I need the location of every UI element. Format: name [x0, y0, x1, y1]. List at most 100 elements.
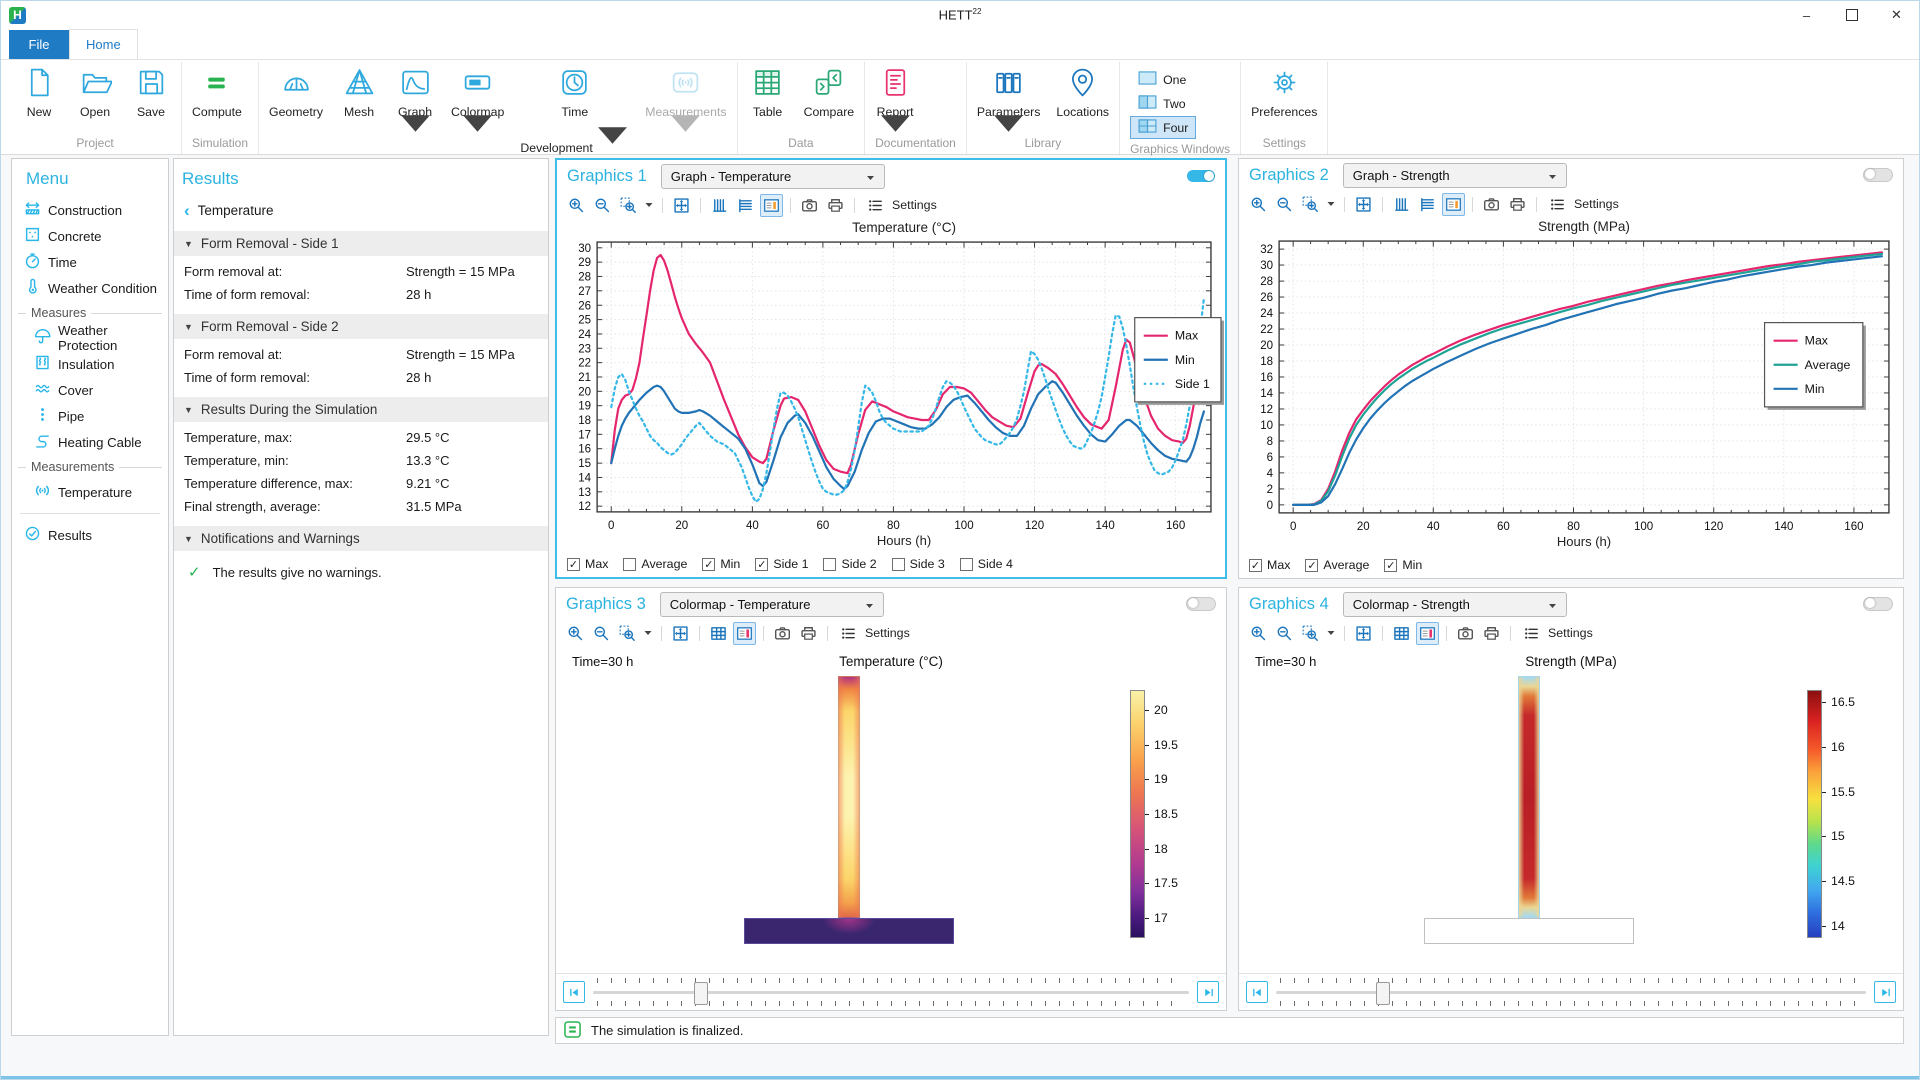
time-slider-track[interactable] [593, 977, 1189, 1007]
ribbon-button-graph[interactable]: Graph [395, 66, 435, 132]
graphics4-view-dropdown[interactable]: Colormap - Strength [1342, 591, 1567, 617]
camera-icon[interactable] [771, 622, 794, 645]
series-checkbox-min[interactable]: ✓ Min [702, 557, 740, 571]
temperature-colormap[interactable]: Time=30 h Temperature (°C) 20 19.5 19 18.5 1… [556, 646, 1226, 973]
caret-icon[interactable] [643, 194, 655, 217]
fit-icon[interactable] [1352, 193, 1375, 216]
ribbon-button-colormap[interactable]: Colormap [451, 66, 504, 132]
settings-button[interactable]: Settings [864, 194, 937, 217]
ribbon-button-new[interactable]: New [19, 66, 59, 119]
sidebar-item-pipe[interactable]: Pipe [18, 403, 162, 429]
sidebar-item-insulation[interactable]: Insulation [18, 351, 162, 377]
print-icon[interactable] [824, 194, 847, 217]
graphics4-toggle[interactable] [1863, 597, 1893, 611]
ribbon-button-open[interactable]: Open [75, 66, 115, 119]
settings-button[interactable]: Settings [1546, 193, 1619, 216]
zoom-region-icon[interactable] [1299, 622, 1322, 645]
series-checkbox-side-2[interactable]: Side 2 [823, 557, 877, 571]
sidebar-item-time[interactable]: Time [18, 249, 162, 275]
ribbon-button-preferences[interactable]: Preferences [1251, 66, 1317, 119]
zoom-out-icon[interactable] [591, 194, 614, 217]
g1-plot[interactable]: 0 20 40 60 80 100 120 140 160 12 13 14 15 16 17 18 19 20 2… [557, 218, 1225, 552]
zoom-out-icon[interactable] [590, 622, 613, 645]
series-checkbox-max[interactable]: ✓ Max [1249, 558, 1290, 572]
ribbon-button-report[interactable]: Report [875, 66, 915, 132]
g2-plot[interactable]: 0 20 40 60 80 100 120 140 1600246810121416182022… [1239, 217, 1903, 553]
ribbon-button-parameters[interactable]: Parameters [977, 66, 1040, 132]
series-checkbox-average[interactable]: Average [623, 557, 687, 571]
sidebar-item-temperature[interactable]: Temperature [18, 479, 162, 505]
sidebar-item-weather-protection[interactable]: Weather Protection [18, 323, 162, 353]
graphics3-view-dropdown[interactable]: Colormap - Temperature [659, 591, 884, 617]
sidebar-item-results[interactable]: Results [18, 522, 162, 548]
settings-button[interactable]: Settings [837, 622, 910, 645]
ribbon-button-time-development[interactable]: Time Development [520, 66, 629, 155]
tab-file[interactable]: File [9, 30, 69, 59]
time-slider-handle[interactable] [1376, 982, 1391, 1005]
sidebar-item-concrete[interactable]: Concrete [18, 223, 162, 249]
series-checkbox-side-3[interactable]: Side 3 [891, 557, 945, 571]
fit-icon[interactable] [670, 194, 693, 217]
temperature-chart[interactable]: 0 20 40 60 80 100 120 140 160 12 13 14 15 16 17 18 19 20 2… [557, 218, 1225, 551]
grid-x-icon[interactable] [1390, 193, 1413, 216]
step-back-button[interactable] [1246, 981, 1268, 1003]
minimize-button[interactable]: – [1802, 7, 1811, 23]
legend-icon[interactable] [760, 193, 783, 217]
ribbon-button-save[interactable]: Save [131, 66, 171, 119]
colorbar-sm-icon[interactable] [1416, 621, 1439, 645]
step-forward-button[interactable] [1874, 981, 1896, 1003]
tab-home[interactable]: Home [69, 29, 138, 59]
step-back-button[interactable] [563, 981, 585, 1003]
zoom-region-icon[interactable] [616, 622, 639, 645]
graphics2-view-dropdown[interactable]: Graph - Strength [1342, 162, 1567, 188]
graphics2-toggle[interactable] [1863, 168, 1893, 182]
ribbon-button-compute[interactable]: Compute [192, 66, 242, 119]
zoom-in-icon[interactable] [564, 622, 587, 645]
maximize-button[interactable] [1829, 1, 1874, 29]
camera-icon[interactable] [1480, 193, 1503, 216]
ribbon-button-geometry[interactable]: Geometry [269, 66, 323, 119]
zoom-region-icon[interactable] [617, 194, 640, 217]
zoom-out-icon[interactable] [1273, 193, 1296, 216]
table-sm-icon[interactable] [707, 622, 730, 645]
ribbon-button-mesh[interactable]: Mesh [339, 66, 379, 119]
results-section-header-notifications-and-warnings[interactable]: ▼ Notifications and Warnings [174, 526, 548, 551]
strength-colormap[interactable]: Time=30 h Strength (MPa) 16.5 16 15.5 15 14.… [1239, 646, 1903, 973]
series-checkbox-side-4[interactable]: Side 4 [959, 557, 1013, 571]
camera-icon[interactable] [798, 194, 821, 217]
time-slider-track[interactable] [1276, 977, 1866, 1007]
graphics-windows-four-button[interactable]: Four [1130, 116, 1197, 139]
print-icon[interactable] [797, 622, 820, 645]
grid-x-icon[interactable] [708, 194, 731, 217]
print-icon[interactable] [1506, 193, 1529, 216]
series-checkbox-average[interactable]: ✓ Average [1305, 558, 1369, 572]
sidebar-item-construction[interactable]: Construction [18, 197, 162, 223]
zoom-in-icon[interactable] [1247, 193, 1270, 216]
graphics1-view-dropdown[interactable]: Graph - Temperature [660, 163, 885, 189]
time-slider-handle[interactable] [694, 982, 709, 1005]
caret-icon[interactable] [1325, 193, 1337, 216]
ribbon-button-compare[interactable]: Compare [804, 66, 854, 119]
results-section-header-form-removal-side-1[interactable]: ▼ Form Removal - Side 1 [174, 231, 548, 256]
zoom-out-icon[interactable] [1273, 622, 1296, 645]
series-checkbox-side-1[interactable]: ✓ Side 1 [755, 557, 808, 571]
strength-chart[interactable]: 0 20 40 60 80 100 120 140 160 0 2 4 6 8 10 12 14 16 18 20 22… [1239, 217, 1903, 552]
graphics-windows-two-button[interactable]: Two [1130, 92, 1196, 115]
fit-icon[interactable] [669, 622, 692, 645]
zoom-region-icon[interactable] [1299, 193, 1322, 216]
fit-icon[interactable] [1352, 622, 1375, 645]
series-checkbox-max[interactable]: ✓ Max [567, 557, 608, 571]
results-section-header-form-removal-side-2[interactable]: ▼ Form Removal - Side 2 [174, 314, 548, 339]
sidebar-item-heating-cable[interactable]: Heating Cable [18, 429, 162, 455]
sidebar-item-cover[interactable]: Cover [18, 377, 162, 403]
zoom-in-icon[interactable] [1247, 622, 1270, 645]
close-button[interactable]: ✕ [1891, 7, 1902, 22]
graphics1-toggle[interactable] [1187, 170, 1215, 182]
settings-button[interactable]: Settings [1520, 622, 1593, 645]
caret-icon[interactable] [1325, 622, 1337, 645]
ribbon-button-locations[interactable]: Locations [1056, 66, 1109, 119]
graphics-windows-one-button[interactable]: One [1130, 68, 1196, 91]
camera-icon[interactable] [1454, 622, 1477, 645]
colorbar-sm-icon[interactable] [733, 621, 756, 645]
print-icon[interactable] [1480, 622, 1503, 645]
